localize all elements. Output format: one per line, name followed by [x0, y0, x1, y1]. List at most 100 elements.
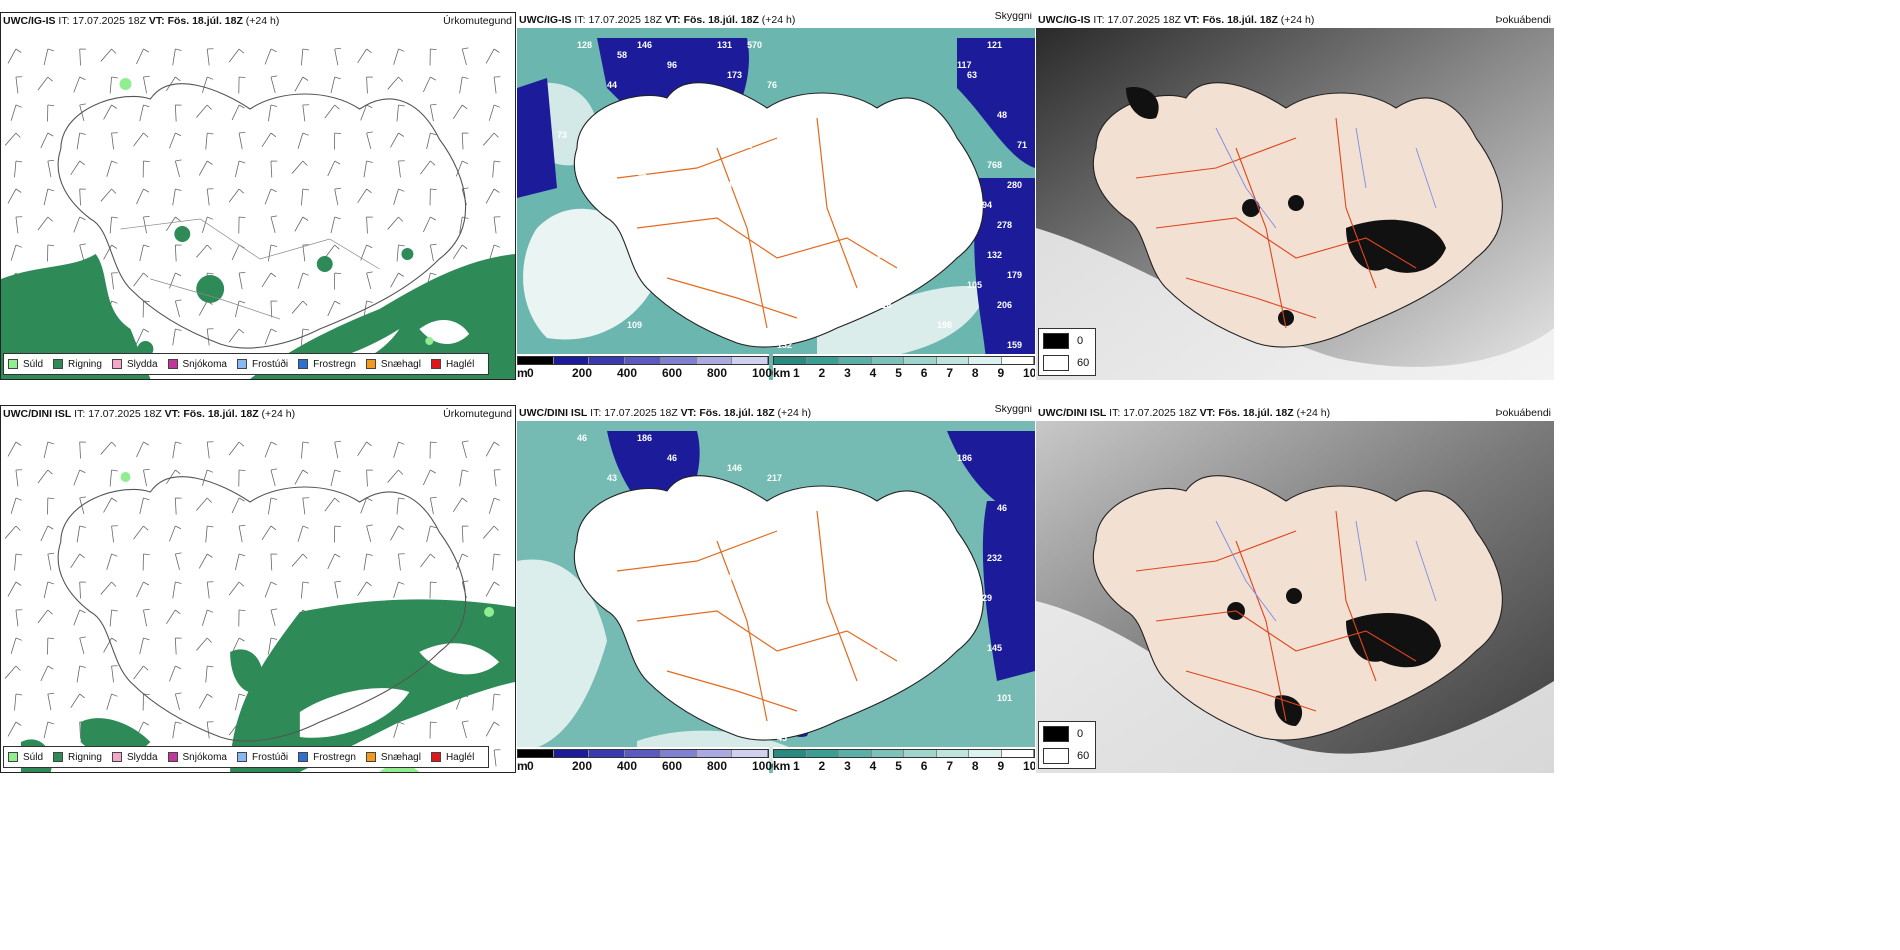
panel-header: UWC/IG-IS IT: 17.07.2025 18Z VT: Fös. 18… — [517, 12, 1035, 28]
ceiling-label: 87 — [747, 220, 757, 230]
ceiling-label: 48 — [727, 180, 737, 190]
ceiling-label: 292 — [897, 673, 912, 683]
ceiling-label: 186 — [957, 453, 972, 463]
ceiling-label: 43 — [607, 473, 617, 483]
valid-time: Fös. 18.júl. 18Z — [699, 407, 775, 419]
ceiling-label: 45 — [847, 230, 857, 240]
road-network — [616, 117, 898, 329]
scale-tick: 800 — [707, 759, 728, 773]
ceiling-label: 76 — [767, 80, 777, 90]
ceiling-label: 46 — [667, 453, 677, 463]
ceiling-label: 69 — [877, 250, 887, 260]
legend-item-sudl: Súld — [8, 359, 43, 370]
ceiling-label: 45 — [777, 733, 787, 743]
legend-item-snaehagl: Snæhagl — [365, 359, 421, 370]
scale-tick: 1 — [793, 366, 800, 380]
ceiling-label: 173 — [727, 70, 742, 80]
ceiling-label: 46 — [997, 503, 1007, 513]
panel-header: UWC/DINI ISL IT: 17.07.2025 18Z VT: Fös.… — [1, 406, 515, 422]
fog-panel-dini: UWC/DINI ISL IT: 17.07.2025 18Z VT: Fös.… — [1036, 405, 1554, 773]
precip-map-svg — [1, 29, 515, 379]
legend-item-haglel: Haglél — [430, 752, 474, 763]
model-name: UWC/IG-IS — [3, 15, 56, 27]
ceiling-label: 206 — [997, 300, 1012, 310]
fog-legend-item: 0 — [1043, 724, 1091, 744]
ceiling-label: 132 — [777, 340, 792, 350]
ceiling-label: 121 — [587, 553, 602, 563]
ceiling-label: 44 — [607, 80, 617, 90]
precip-map-svg — [1, 422, 515, 772]
ceiling-unit: m — [517, 366, 528, 380]
product-name: Úrkomutegund — [443, 408, 512, 420]
legend-item-rigning: Rigning — [53, 752, 102, 763]
visibility-unit: km — [773, 759, 791, 773]
model-name: UWC/DINI ISL — [1038, 407, 1107, 419]
scale-tick: 9 — [997, 759, 1005, 773]
ceiling-label: 46 — [577, 433, 587, 443]
valid-time: Fös. 18.júl. 18Z — [1202, 14, 1278, 26]
drizzle-areas — [119, 78, 434, 345]
scale-tick: 1000 — [752, 366, 779, 380]
rain-areas — [1, 226, 515, 379]
ceiling-label: 41 — [727, 573, 737, 583]
visibility-map: 4643461462171215234110587292451264623222… — [517, 421, 1035, 773]
iceland-coast — [57, 476, 467, 742]
legend-item-snjokoma: Snjókoma — [167, 752, 227, 763]
scale-tick: 5 — [895, 759, 902, 773]
ceiling-label: 217 — [767, 473, 782, 483]
fog-map-svg — [1036, 28, 1554, 380]
ceiling-unit: m — [517, 759, 528, 773]
ceiling-label: 10 — [917, 240, 927, 250]
fog-legend: 0 60 — [1038, 328, 1096, 376]
valid-time: Fös. 18.júl. 18Z — [683, 14, 759, 26]
scale-tick: 7 — [946, 366, 954, 380]
it-label: IT: — [1093, 14, 1105, 26]
init-time: 17.07.2025 18Z — [72, 15, 146, 27]
visibility-scale: km 1 2 3 4 5 6 7 8 9 10 — [773, 354, 1035, 380]
vt-label: VT: — [1183, 14, 1200, 26]
ceiling-label: 280 — [1007, 180, 1022, 190]
ceiling-label: 131 — [717, 40, 732, 50]
fog-map: 0 60 — [1036, 421, 1554, 773]
lead-time: (+24 h) — [1296, 407, 1331, 419]
fog-legend-item: 0 — [1043, 331, 1091, 351]
scale-tick: 400 — [617, 366, 638, 380]
road-network — [1135, 117, 1417, 329]
ceiling-label: 191 — [817, 613, 832, 623]
scale-tick: 3 — [844, 759, 851, 773]
init-time: 17.07.2025 18Z — [604, 407, 678, 419]
ceiling-label: 768 — [987, 160, 1002, 170]
lead-time: (+24 h) — [761, 14, 796, 26]
panel-header: UWC/IG-IS IT: 17.07.2025 18Z VT: Fös. 18… — [1, 13, 515, 29]
legend-item-frostudi: Frostúði — [236, 752, 288, 763]
ceiling-label: 143 — [697, 90, 712, 100]
fog-legend-item: 60 — [1043, 353, 1091, 373]
wind-barbs — [4, 47, 501, 374]
ceiling-scale: m 0 200 400 600 800 1000 — [517, 747, 779, 773]
precip-map: Súld Rigning Slydda Snjókoma Frostúði Fr… — [1, 422, 515, 772]
product-name: Þokuábendi — [1495, 407, 1551, 419]
ceiling-label: 121 — [987, 40, 1002, 50]
product-name: Skyggni — [994, 405, 1032, 415]
ceiling-label: 105 — [967, 280, 982, 290]
vt-label: VT: — [164, 408, 181, 420]
ceiling-label: 278 — [997, 220, 1012, 230]
ceiling-label: 125 — [692, 200, 707, 210]
scale-tick: 6 — [920, 366, 928, 380]
ceiling-label: 96 — [667, 60, 677, 70]
scale-tick: 7 — [946, 759, 954, 773]
ceiling-label: 198 — [937, 320, 952, 330]
scale-tick: 3 — [844, 366, 851, 380]
ceiling-label: 63 — [967, 70, 977, 80]
ceiling-label: 105 — [777, 603, 792, 613]
ceiling-scale: m 0 200 400 600 800 1000 — [517, 354, 779, 380]
visibility-map: 128 58 44 143 96 143 173 570 76 73 49 96 106 125 48 87 6… — [517, 28, 1035, 380]
ceiling-label: 67 — [777, 210, 787, 220]
model-name: UWC/IG-IS — [519, 14, 572, 26]
scale-tick: 10 — [1023, 759, 1035, 773]
vt-label: VT: — [1199, 407, 1216, 419]
it-label: IT: — [590, 407, 602, 419]
ceiling-label: 159 — [1007, 340, 1022, 350]
it-label: IT: — [74, 408, 86, 420]
precip-legend: Súld Rigning Slydda Snjókoma Frostúði Fr… — [3, 353, 490, 375]
